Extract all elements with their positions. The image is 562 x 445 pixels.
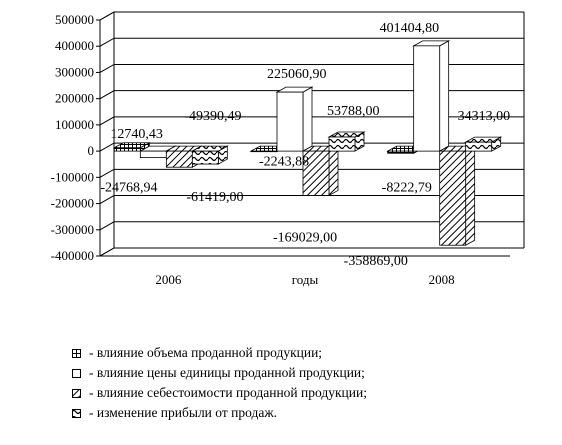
data-label: 401404,80	[380, 21, 440, 36]
bar-front	[439, 150, 467, 246]
legend-item: - влияние цены единицы проданной продукц…	[72, 363, 552, 383]
side-wall-bottom	[99, 247, 115, 257]
data-label: 34313,00	[458, 109, 511, 124]
legend: - влияние объема проданной продукции; - в…	[72, 343, 552, 423]
bar-front	[113, 147, 141, 152]
legend-swatch-diagonal	[72, 388, 81, 398]
y-tick-label: 100000	[55, 117, 94, 132]
legend-item: - влияние себестоимости проданной продук…	[72, 383, 552, 403]
bar-front	[191, 150, 219, 165]
data-label: -169029,00	[273, 230, 337, 245]
legend-label: - влияние объема проданной продукции;	[89, 345, 323, 360]
gridline	[99, 11, 524, 21]
bar-2-годы	[275, 86, 314, 152]
data-label: 225060,90	[267, 67, 327, 82]
y-tick-label: 200000	[55, 91, 94, 106]
y-tick-label: 500000	[55, 12, 94, 27]
legend-swatch-grid	[72, 348, 81, 358]
bar-front	[387, 150, 415, 154]
y-tick-label: -400000	[51, 248, 94, 263]
legend-item: - изменение прибыли от продаж.	[72, 403, 552, 423]
data-label: -61419,00	[186, 190, 243, 205]
y-tick-label: 400000	[55, 38, 94, 53]
y-tick-label: -300000	[51, 222, 94, 237]
legend-label: - изменение прибыли от продаж.	[89, 405, 278, 420]
legend-label: - влияние цены единицы проданной продукц…	[89, 365, 365, 380]
chart: 500000 400000 300000 200000 100000 0 -100000 -2…	[51, 11, 525, 287]
side-wall-top	[99, 11, 115, 21]
bar-front	[302, 150, 330, 196]
gridline	[99, 37, 524, 47]
data-label: -8222,79	[382, 180, 432, 195]
bar-front	[250, 150, 278, 153]
y-tick-label: 300000	[55, 64, 94, 79]
data-label: -49390,49	[184, 109, 241, 124]
legend-swatch-plain	[72, 368, 81, 378]
bar-front	[465, 141, 493, 152]
bar-4-2008	[464, 136, 503, 152]
y-tick-label: -100000	[51, 169, 94, 184]
bar-3-годы	[301, 145, 340, 197]
data-label: -24768,94	[100, 181, 157, 196]
bar-front	[413, 45, 441, 152]
legend-label: - влияние себестоимости проданной продук…	[89, 385, 367, 400]
bar-front	[328, 136, 356, 152]
bar-side	[439, 40, 450, 152]
y-tick-label: -200000	[51, 196, 94, 211]
bar-1-2006	[112, 142, 151, 152]
bar-side	[302, 86, 313, 152]
data-label: -2243,88	[259, 155, 309, 170]
bar-front	[139, 150, 167, 159]
bar-2-2008	[412, 40, 451, 152]
bar-front	[276, 91, 304, 152]
x-category-label: 2008	[429, 272, 455, 287]
bar-4-годы	[327, 131, 366, 152]
data-label: -358869,00	[344, 254, 408, 269]
bar-side	[465, 145, 476, 246]
bar-4-2006	[190, 145, 229, 165]
data-label: 53788,00	[327, 104, 380, 119]
legend-item: - влияние объема проданной продукции;	[72, 343, 552, 363]
bar-front	[165, 150, 193, 168]
gridline	[99, 247, 524, 257]
bar-3-2008	[438, 145, 477, 246]
x-category-label: годы	[292, 272, 319, 287]
legend-swatch-wave	[72, 408, 81, 418]
bar-side	[328, 145, 339, 197]
x-category-label: 2006	[155, 272, 182, 287]
y-tick-label: 0	[88, 143, 95, 158]
data-label: 12740,43	[110, 127, 163, 142]
